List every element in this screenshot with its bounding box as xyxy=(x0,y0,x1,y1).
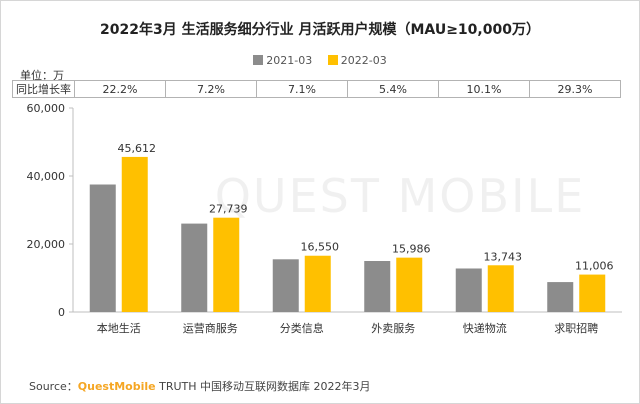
legend-item-2022: 2022-03 xyxy=(327,54,387,67)
x-tick-label: 本地生活 xyxy=(97,321,141,335)
unit-label: 单位：万 xyxy=(20,69,64,82)
bar-2021-03-4 xyxy=(364,261,391,312)
x-tick-label: 外卖服务 xyxy=(371,322,415,335)
data-label: 13,743 xyxy=(484,250,523,263)
bar-2021-03-5 xyxy=(455,268,482,312)
bar-2022-03-2 xyxy=(213,217,240,312)
data-label: 27,739 xyxy=(209,203,248,216)
legend-swatch-2021 xyxy=(253,55,264,65)
yoy-cell: 7.2% xyxy=(165,80,257,98)
bar-2022-03-1 xyxy=(121,156,148,312)
legend-label-2022: 2022-03 xyxy=(340,54,387,67)
yoy-cell: 5.4% xyxy=(347,80,439,98)
legend-label-2021: 2021-03 xyxy=(266,54,313,67)
x-tick-label: 快递物流 xyxy=(463,321,507,335)
yoy-table: 同比增长率 22.2% 7.2% 7.1% 5.4% 10.1% 29.3% xyxy=(12,80,621,98)
bar-2022-03-3 xyxy=(304,255,331,312)
source-note: Source：QuestMobile TRUTH 中国移动互联网数据库 2022… xyxy=(29,378,371,394)
data-label: 16,550 xyxy=(301,241,340,254)
bar-2021-03-3 xyxy=(272,259,299,312)
yoy-cell: 29.3% xyxy=(529,80,621,98)
yoy-row-label: 同比增长率 xyxy=(12,80,75,98)
x-tick-label: 运营商服务 xyxy=(183,321,238,335)
source-brand: QuestMobile xyxy=(77,380,156,393)
legend: 2021-03 2022-03 xyxy=(0,54,640,67)
source-prefix: Source： xyxy=(29,380,78,393)
yoy-row: 同比增长率 22.2% 7.2% 7.1% 5.4% 10.1% 29.3% xyxy=(12,80,621,98)
x-tick-label: 分类信息 xyxy=(280,321,324,335)
y-tick-label: 0 xyxy=(58,306,65,319)
data-label: 45,612 xyxy=(118,142,157,155)
bar-2021-03-6 xyxy=(547,282,574,312)
data-label: 11,006 xyxy=(575,260,614,273)
legend-item-2021: 2021-03 xyxy=(253,54,312,67)
y-tick-label: 20,000 xyxy=(27,238,66,251)
chart-title: 2022年3月 生活服务细分行业 月活跃用户规模（MAU≥10,000万） xyxy=(100,22,540,38)
y-tick-label: 40,000 xyxy=(27,170,66,183)
bar-2022-03-5 xyxy=(487,265,514,312)
watermark-text: QUEST MOBILE xyxy=(215,169,586,223)
data-label: 15,986 xyxy=(392,243,431,256)
bar-2021-03-1 xyxy=(89,184,116,312)
source-text: TRUTH 中国移动互联网数据库 2022年3月 xyxy=(155,380,371,393)
yoy-cell: 10.1% xyxy=(438,80,530,98)
bar-2022-03-6 xyxy=(579,274,606,312)
yoy-cell: 7.1% xyxy=(256,80,348,98)
y-tick-label: 60,000 xyxy=(27,102,66,115)
bar-2022-03-4 xyxy=(396,257,423,312)
x-tick-label: 求职招聘 xyxy=(554,321,598,335)
bar-2021-03-2 xyxy=(181,223,208,312)
legend-swatch-2022 xyxy=(327,55,338,65)
